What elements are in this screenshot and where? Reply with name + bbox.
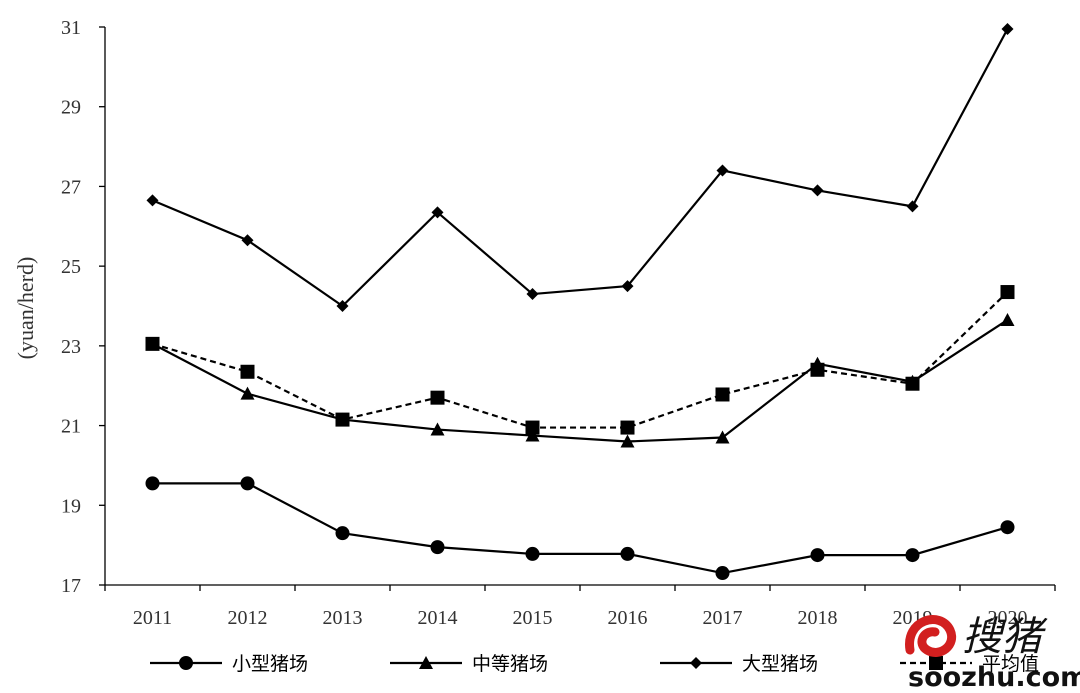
- x-tick-label: 2017: [703, 607, 743, 629]
- y-tick-label: 31: [61, 17, 81, 39]
- data-point: [716, 164, 729, 177]
- watermark: 搜猪 soozhu.com: [905, 614, 1080, 693]
- series-4: [145, 285, 1015, 435]
- data-point: [146, 194, 159, 207]
- data-point: [145, 476, 160, 491]
- data-point: [620, 420, 635, 435]
- data-point: [1000, 520, 1015, 535]
- data-point: [336, 300, 349, 312]
- legend-item-4: 平均值: [900, 653, 1039, 675]
- data-point: [240, 386, 255, 400]
- data-point: [715, 566, 730, 581]
- x-tick-label: 2016: [608, 607, 648, 629]
- data-point: [526, 288, 539, 301]
- watermark-text: soozhu.com: [908, 662, 1080, 693]
- legend-label: 小型猪场: [232, 653, 308, 675]
- data-point: [335, 526, 350, 541]
- y-tick-label: 23: [61, 336, 81, 358]
- data-point: [620, 546, 635, 561]
- legend-label: 大型猪场: [742, 653, 818, 675]
- data-point: [431, 206, 444, 219]
- data-point: [620, 434, 635, 448]
- y-tick-label: 19: [61, 495, 81, 517]
- series-line: [152, 28, 1009, 308]
- legend-item-2: 中等猪场: [390, 653, 548, 675]
- data-point: [525, 420, 540, 435]
- y-axis-title: (yuan/herd): [13, 257, 38, 360]
- legend-item-1: 小型猪场: [150, 653, 308, 675]
- data-point: [145, 336, 160, 351]
- series-line: [152, 482, 1008, 575]
- data-point: [430, 422, 445, 436]
- series-layer: [145, 22, 1015, 581]
- data-point: [811, 184, 824, 197]
- x-tick-label: 2014: [418, 607, 458, 629]
- data-point: [241, 234, 254, 247]
- x-tick-label: 2011: [133, 607, 172, 629]
- x-tick-label: 2012: [228, 607, 268, 629]
- series-line: [151, 319, 1009, 443]
- legend-label: 中等猪场: [472, 653, 548, 675]
- data-point: [715, 387, 730, 402]
- series-3: [146, 22, 1014, 312]
- series-1: [145, 476, 1015, 581]
- watermark-logo-icon: [905, 615, 957, 657]
- data-point: [905, 376, 920, 391]
- y-tick-label: 29: [61, 97, 81, 119]
- data-point: [430, 540, 445, 555]
- data-point: [905, 548, 920, 563]
- legend-marker: [690, 657, 702, 669]
- axes: [99, 26, 1056, 591]
- y-tick-label: 21: [61, 416, 81, 438]
- data-point: [1000, 285, 1015, 300]
- legend-marker: [929, 656, 943, 670]
- x-tick-labels: 2011 2012 2013 2014 2015 2016 2017 2018 2019 2020: [133, 607, 1028, 629]
- legend-item-3: 大型猪场: [660, 653, 818, 675]
- y-tick-label: 25: [61, 256, 81, 278]
- data-point: [1000, 312, 1015, 326]
- legend-marker: [179, 656, 193, 670]
- data-point: [1001, 22, 1014, 35]
- data-point: [240, 476, 255, 491]
- data-point: [621, 280, 634, 293]
- legend: 小型猪场 中等猪场 大型猪场 平均值: [150, 653, 1039, 675]
- y-tick-labels: 17 19 21 23 25 27 29 31: [61, 17, 81, 597]
- legend-label: 平均值: [982, 653, 1039, 675]
- x-tick-label: 2015: [513, 607, 553, 629]
- data-point: [430, 390, 445, 405]
- watermark-cn-text: 搜猪: [962, 614, 1048, 660]
- data-point: [240, 364, 255, 379]
- legend-marker: [419, 656, 433, 669]
- y-tick-label: 17: [61, 575, 81, 597]
- data-point: [906, 200, 919, 213]
- x-tick-label: 2013: [323, 607, 363, 629]
- data-point: [525, 428, 540, 442]
- data-point: [810, 362, 825, 377]
- data-point: [525, 546, 540, 561]
- x-tick-label: 2018: [798, 607, 838, 629]
- data-point: [715, 430, 730, 444]
- data-point: [810, 548, 825, 563]
- data-point: [335, 412, 350, 427]
- y-tick-label: 27: [61, 176, 81, 198]
- x-tick-label: 2020: [988, 607, 1028, 629]
- series-line: [152, 291, 1009, 429]
